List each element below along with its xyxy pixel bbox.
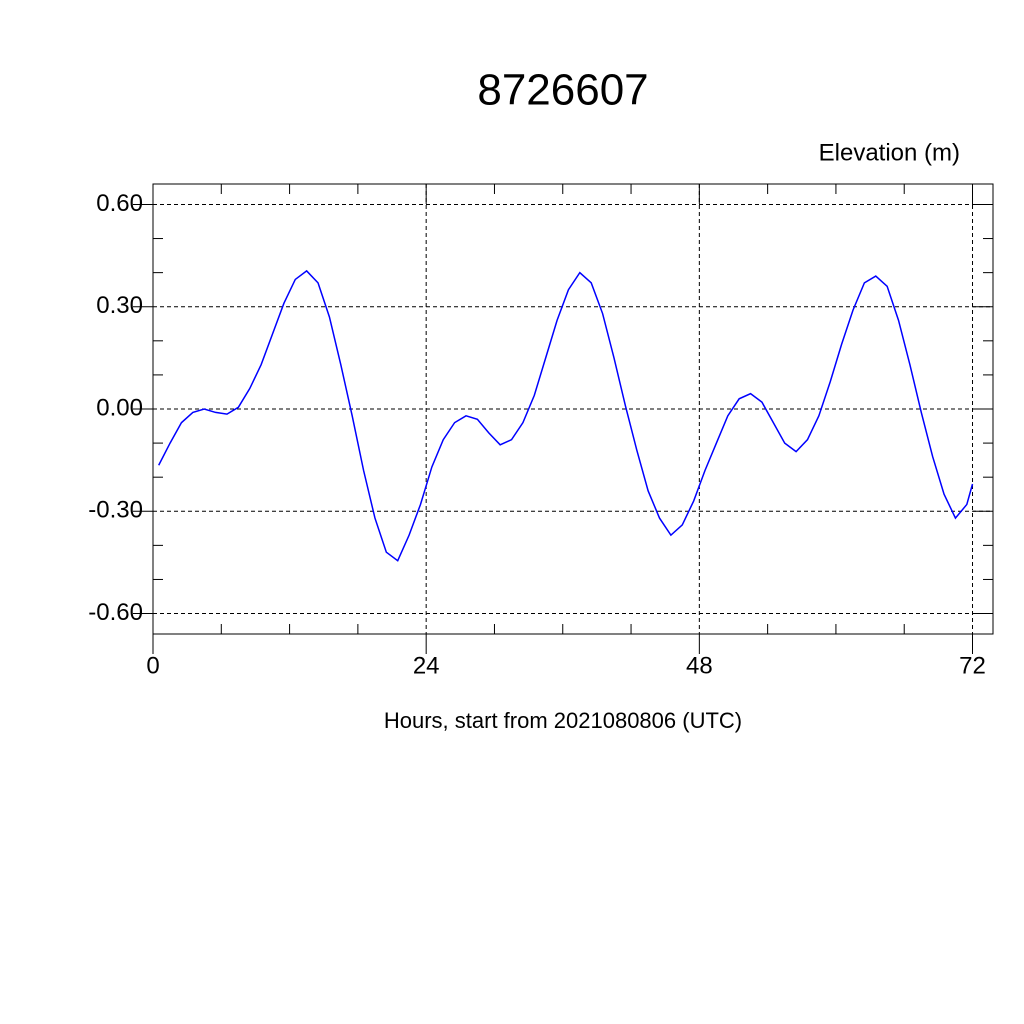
y-tick-label: 0.30: [96, 292, 143, 319]
data-line: [158, 269, 974, 562]
x-tick-label: 24: [413, 652, 440, 679]
plot-frame: [152, 183, 994, 635]
y-tick-label: -0.30: [88, 497, 143, 524]
y-tick-label: -0.60: [88, 599, 143, 626]
x-tick-label: 0: [146, 652, 159, 679]
x-axis-label: Hours, start from 2021080806 (UTC): [384, 708, 742, 733]
x-tick-label: 72: [959, 652, 986, 679]
y-tick-label: 0.60: [96, 190, 143, 217]
y-tick-label: 0.00: [96, 394, 143, 421]
x-tick-label: 48: [686, 652, 713, 679]
chart-title: 8726607: [477, 66, 648, 115]
y-axis-label: Elevation (m): [819, 139, 960, 166]
